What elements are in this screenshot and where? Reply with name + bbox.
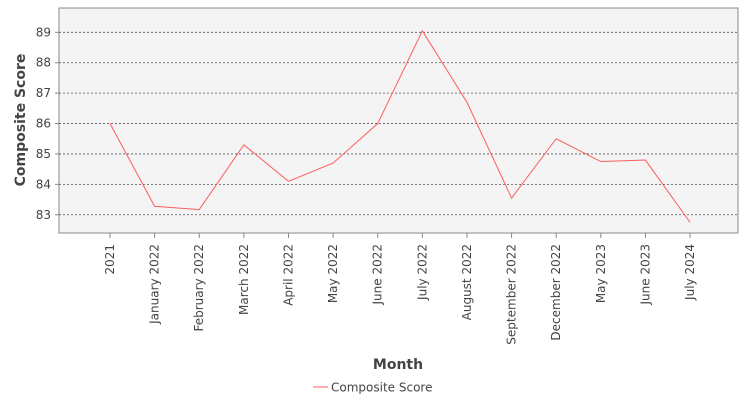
x-tick-label: May 2023	[594, 244, 608, 303]
x-tick-label: July 2024	[683, 244, 697, 301]
x-tick-label: May 2022	[326, 244, 340, 303]
y-tick-label: 83	[36, 208, 51, 222]
x-axis: 2021 January 2022 February 2022 March 2022 A…	[103, 233, 697, 345]
y-axis-title: Composite Score	[13, 54, 29, 187]
legend: Composite Score	[313, 381, 432, 395]
x-tick-label: December 2022	[549, 244, 563, 341]
x-tick-label: April 2022	[281, 244, 295, 306]
x-tick-label: September 2022	[505, 244, 519, 345]
x-tick-label: June 2022	[371, 244, 385, 306]
y-tick-label: 87	[36, 86, 51, 100]
x-tick-label: 2021	[103, 244, 117, 275]
x-tick-label: June 2023	[638, 244, 652, 306]
x-tick-label: January 2022	[148, 244, 162, 325]
x-tick-label: March 2022	[237, 244, 251, 315]
legend-label: Composite Score	[331, 381, 432, 395]
y-tick-label: 88	[36, 56, 51, 70]
y-tick-label: 84	[36, 177, 51, 191]
plot-area	[59, 8, 738, 233]
x-tick-label: February 2022	[192, 244, 206, 332]
x-tick-label: July 2022	[415, 244, 429, 301]
y-axis: 83 84 85 86 87 88 89	[36, 25, 59, 221]
y-tick-label: 89	[36, 25, 51, 39]
x-axis-title: Month	[373, 357, 423, 373]
y-tick-label: 86	[36, 117, 51, 131]
x-tick-label: August 2022	[460, 244, 474, 320]
y-tick-label: 85	[36, 147, 51, 161]
